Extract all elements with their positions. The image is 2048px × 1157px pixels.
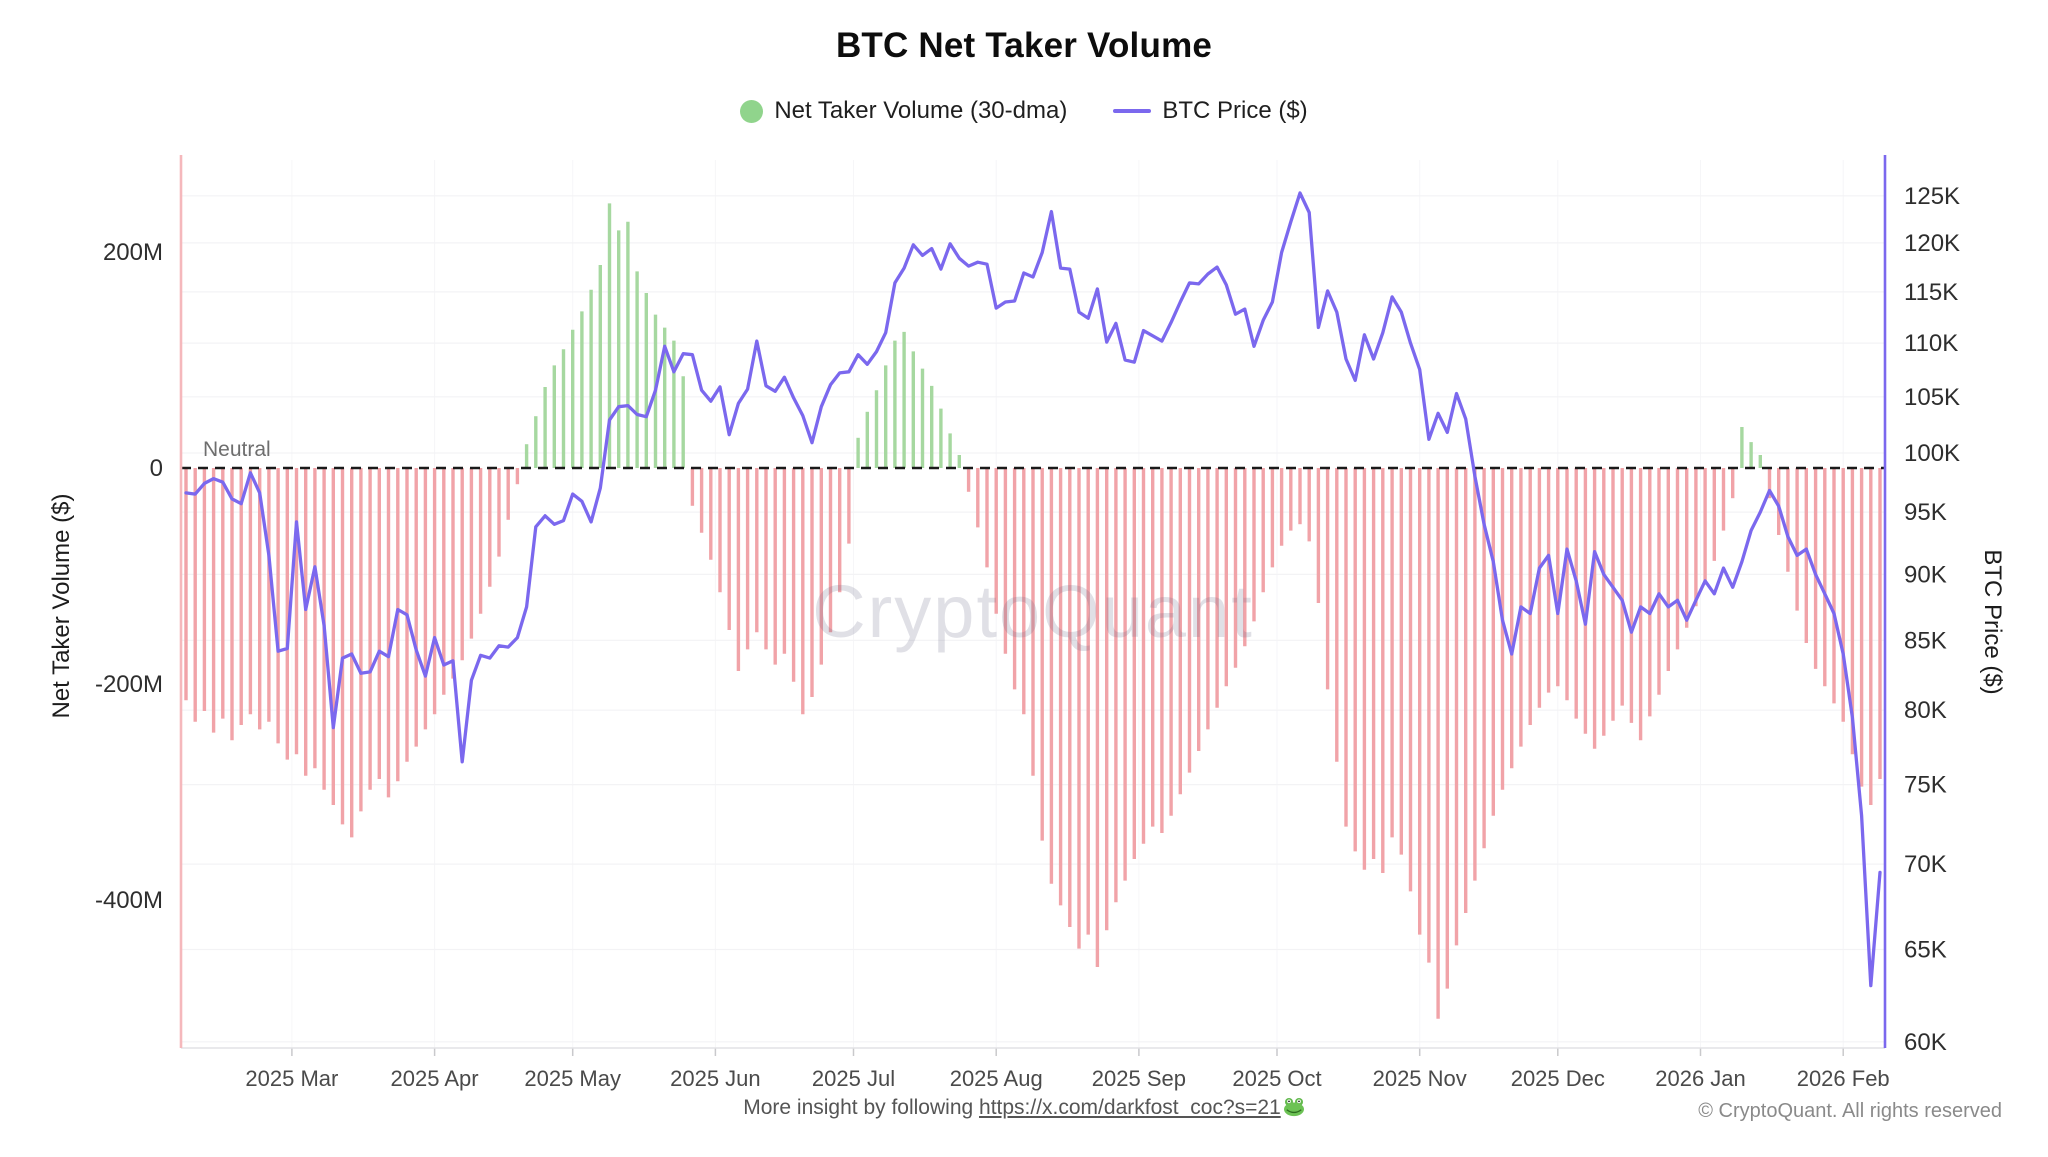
svg-text:2025 Jul: 2025 Jul (812, 1066, 895, 1091)
svg-text:2025 Dec: 2025 Dec (1511, 1066, 1605, 1091)
right-axis-title: BTC Price ($) (1979, 549, 2006, 695)
svg-text:60K: 60K (1904, 1029, 1947, 1056)
footer-link-text: https://x.com/darkfost_coc?s=21 (979, 1096, 1281, 1119)
svg-text:110K: 110K (1904, 330, 1958, 357)
legend-volume-label: Net Taker Volume (30-dma) (774, 97, 1068, 124)
svg-text:2025 Jun: 2025 Jun (670, 1066, 761, 1091)
legend-item-volume: Net Taker Volume (30-dma) (740, 97, 1067, 125)
svg-text:125K: 125K (1904, 183, 1960, 210)
footer-note: More insight by following https://x.com/… (0, 1096, 2048, 1120)
svg-text:2025 Aug: 2025 Aug (950, 1066, 1043, 1091)
svg-text:65K: 65K (1904, 937, 1947, 964)
svg-text:-200M: -200M (95, 671, 163, 698)
svg-text:80K: 80K (1904, 697, 1947, 724)
copyright: © CryptoQuant. All rights reserved (1698, 1100, 2002, 1122)
svg-text:0: 0 (150, 455, 163, 482)
svg-text:2026 Jan: 2026 Jan (1655, 1066, 1746, 1091)
price-legend-line-icon (1113, 109, 1152, 113)
svg-text:120K: 120K (1904, 230, 1960, 257)
legend-item-price: BTC Price ($) (1113, 97, 1308, 125)
neutral-label: Neutral (203, 438, 271, 461)
legend-price-label: BTC Price ($) (1162, 97, 1308, 124)
svg-text:105K: 105K (1904, 384, 1960, 411)
frog-emoji-icon (1283, 1098, 1304, 1117)
svg-text:-400M: -400M (95, 887, 163, 914)
svg-text:2026 Feb: 2026 Feb (1797, 1066, 1890, 1091)
page-title: BTC Net Taker Volume (835, 26, 1213, 65)
svg-text:100K: 100K (1904, 440, 1960, 467)
svg-text:2025 Oct: 2025 Oct (1232, 1066, 1321, 1091)
svg-text:85K: 85K (1904, 627, 1947, 654)
svg-text:90K: 90K (1904, 561, 1947, 588)
footer-link[interactable]: https://x.com/darkfost_coc?s=21 (979, 1096, 1305, 1119)
svg-text:75K: 75K (1904, 772, 1947, 799)
svg-text:70K: 70K (1904, 851, 1947, 878)
svg-text:2025 Sep: 2025 Sep (1092, 1066, 1186, 1091)
footer-prefix: More insight by following (743, 1096, 980, 1119)
svg-text:2025 Nov: 2025 Nov (1373, 1066, 1467, 1091)
svg-text:95K: 95K (1904, 499, 1947, 526)
legend: Net Taker Volume (30-dma) BTC Price ($) (0, 97, 2048, 125)
svg-text:2025 May: 2025 May (524, 1066, 621, 1091)
svg-text:2025 Mar: 2025 Mar (245, 1066, 338, 1091)
svg-text:CryptoQuant: CryptoQuant (812, 570, 1254, 653)
left-axis-title: Net Taker Volume ($) (48, 493, 75, 719)
svg-text:115K: 115K (1904, 279, 1958, 306)
svg-text:2025 Apr: 2025 Apr (391, 1066, 479, 1091)
svg-text:200M: 200M (103, 239, 163, 266)
volume-legend-dot-icon (740, 99, 764, 123)
